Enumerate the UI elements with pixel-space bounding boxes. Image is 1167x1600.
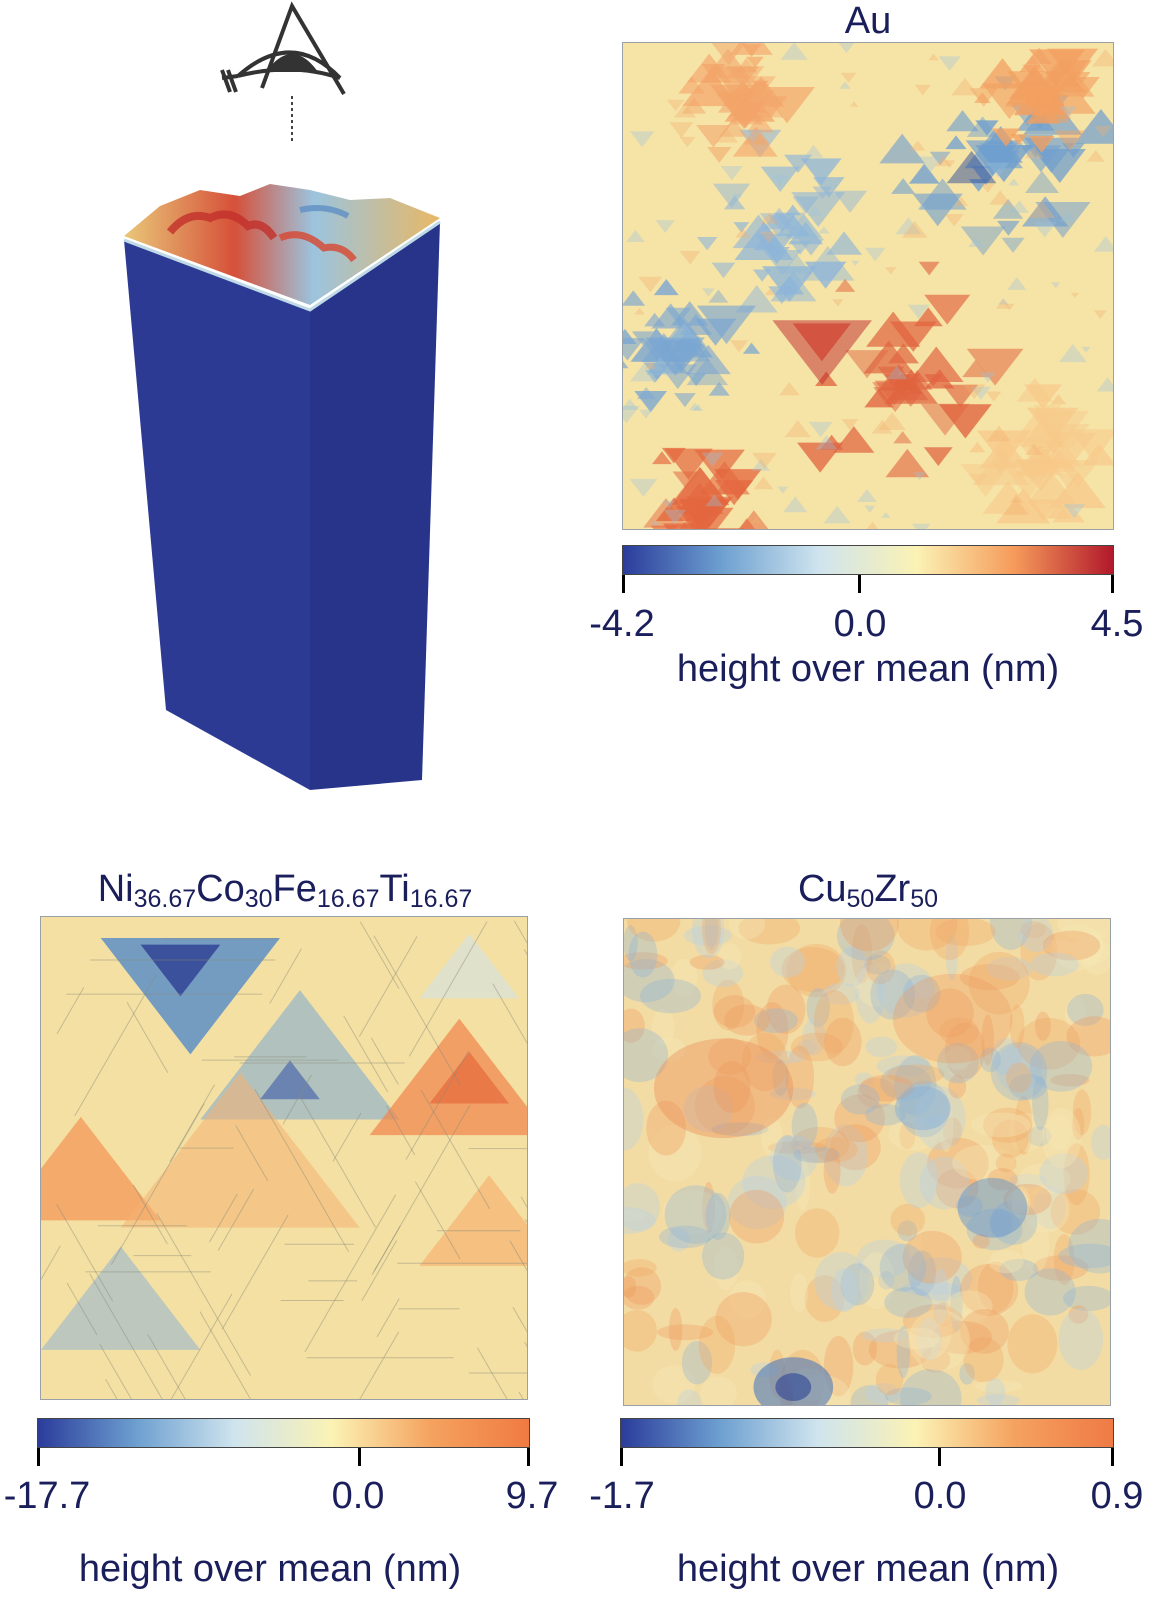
panel-nicofeti-tick-max: [527, 1448, 530, 1466]
title-subscript-3: 16.67: [409, 885, 473, 913]
title-element-2: Fe: [272, 868, 317, 910]
eye-in-triangle-icon: [220, 1, 346, 96]
title-subscript-1: 30: [244, 885, 273, 913]
panel-nicofeti-title: Ni36.67Co30Fe16.67Ti16.67: [20, 868, 550, 914]
panel-cuzr-colorbar: [620, 1418, 1114, 1448]
column-right-face: [310, 222, 440, 790]
panel-au-tick-label-mid: 0.0: [833, 603, 887, 645]
panel-nicofeti-colorbar-label: height over mean (nm): [78, 1548, 462, 1590]
title-subscript-0: 36.67: [133, 885, 197, 913]
title-element-1: Co: [196, 868, 245, 910]
panel-nicofeti-tick-mid: [358, 1448, 361, 1466]
panel-nicofeti-tick-label-min: -17.7: [3, 1475, 91, 1517]
title-element-3: Ti: [379, 868, 410, 910]
panel-cuzr-title: Cu50Zr50: [622, 868, 1114, 914]
panel-nicofeti-tick-label-max: 9.7: [505, 1475, 559, 1517]
panel-au-tick-min: [622, 575, 625, 593]
panel-au-tick-mid: [858, 575, 861, 593]
panel-au-tick-label-min: -4.2: [589, 603, 655, 645]
panel-au-colorbar-label: height over mean (nm): [676, 648, 1060, 690]
panel-au-title: Au: [622, 0, 1114, 43]
panel-au-height-map: [622, 42, 1114, 530]
panel-cuzr-tick-label-mid: 0.0: [913, 1475, 967, 1517]
panel-nicofeti-height-map: [40, 916, 528, 1400]
panel-cuzr-tick-min: [620, 1448, 623, 1466]
panel-nicofeti-tick-label-mid: 0.0: [331, 1475, 385, 1517]
title-subscript-1: 50: [910, 885, 939, 913]
panel-au-colorbar: [622, 545, 1114, 575]
panel-nicofeti-tick-min: [37, 1448, 40, 1466]
panel-cuzr-tick-label-max: 0.9: [1090, 1475, 1144, 1517]
title-element-1: Zr: [874, 868, 911, 910]
panel-au-tick-label-max: 4.5: [1090, 603, 1144, 645]
column-left-face: [124, 240, 310, 790]
panel-cuzr-colorbar-label: height over mean (nm): [676, 1548, 1060, 1590]
title-subscript-2: 16.67: [316, 885, 380, 913]
panel-cuzr-tick-mid: [938, 1448, 941, 1466]
title-element-0: Ni: [97, 868, 134, 910]
surface-column-illustration: [123, 1, 441, 790]
title-subscript-0: 50: [846, 885, 875, 913]
panel-cuzr-height-map: [623, 918, 1111, 1406]
panel-cuzr-tick-label-min: -1.7: [589, 1475, 655, 1517]
panel-au-title-text: Au: [844, 0, 892, 42]
panel-cuzr-tick-max: [1111, 1448, 1114, 1466]
title-element-0: Cu: [797, 868, 847, 910]
panel-au-tick-max: [1111, 575, 1114, 593]
panel-nicofeti-colorbar: [37, 1418, 530, 1448]
